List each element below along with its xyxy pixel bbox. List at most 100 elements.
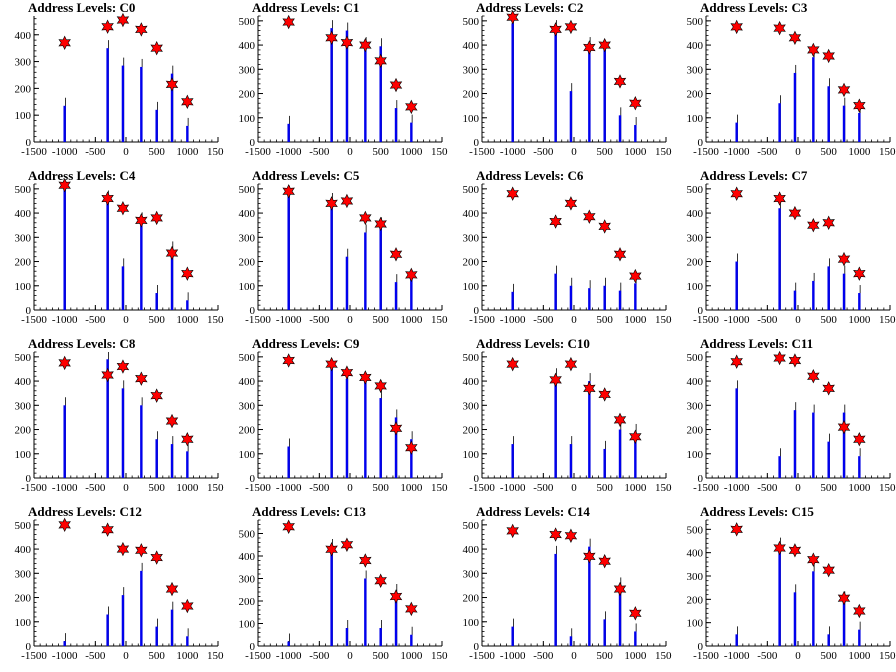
x-tick-label: 1000 [400, 650, 423, 662]
y-tick-label: 300 [239, 232, 256, 244]
x-tick-label: 500 [372, 146, 389, 158]
peak-marker [58, 355, 71, 371]
y-tick-label: 300 [15, 57, 32, 69]
peak-marker [549, 527, 562, 542]
x-tick-label: -1500 [693, 314, 719, 326]
peak-marker [282, 14, 295, 30]
x-tick-label: 500 [596, 650, 613, 662]
x-tick-label: -1500 [693, 482, 719, 494]
x-tick-label: 1000 [176, 482, 199, 494]
x-tick-label: 0 [123, 650, 129, 662]
histogram-bar [569, 444, 573, 478]
x-tick-label: -1000 [52, 146, 78, 158]
y-tick-label: 100 [239, 113, 256, 125]
peak-marker [613, 74, 627, 89]
chart-svg: 0 100 200 300 400 500 -1500 -1000 -500 0 500 1000 15… [239, 183, 448, 326]
histogram-bar [812, 412, 815, 478]
peak-marker [389, 589, 403, 604]
x-tick-label: 1500 [655, 314, 672, 326]
x-tick-label: 1000 [624, 314, 647, 326]
x-tick-label: 1000 [624, 482, 647, 494]
histogram-bar [364, 45, 367, 143]
y-tick-label: 300 [15, 568, 32, 580]
y-tick-label: 400 [687, 548, 704, 560]
y-tick-label: 100 [463, 281, 480, 293]
chart-svg: 0 100 200 300 400 500 -1500 -1000 -500 0 500 1000 15… [15, 351, 224, 494]
x-tick-label: -1000 [500, 650, 526, 662]
peak-marker [549, 214, 562, 229]
peak-marker [822, 48, 835, 64]
y-tick-label: 0 [26, 473, 32, 485]
x-tick-label: 0 [795, 650, 801, 662]
histogram-bar [511, 444, 514, 478]
x-tick-label: -1000 [276, 146, 302, 158]
histogram-bar [140, 570, 143, 646]
x-tick-label: 0 [347, 146, 353, 158]
histogram-bar [364, 232, 367, 310]
chart-svg: 0 100 200 300 400 500 -1500 -1000 -500 0 500 1000 15… [15, 517, 224, 662]
x-tick-label: 1000 [624, 650, 647, 662]
x-tick-label: -500 [85, 650, 106, 662]
y-tick-label: 300 [15, 400, 32, 412]
peak-marker [116, 201, 130, 216]
histogram-bar [186, 125, 189, 142]
histogram-bar [63, 188, 66, 310]
x-tick-label: 1000 [176, 146, 199, 158]
chart-panel-c7: Address Levels: C7 0 100 200 300 400 500 -1500-… [672, 168, 896, 336]
x-tick-label: 1000 [400, 314, 423, 326]
peak-marker [773, 20, 786, 36]
peak-marker [340, 35, 354, 50]
chart-panel-c13: Address Levels: C13 0 100 200 300 400 500 -1500… [224, 504, 449, 672]
peak-marker [325, 542, 338, 557]
peak-marker [598, 553, 611, 569]
histogram-bar [345, 378, 349, 478]
y-tick-label: 400 [239, 376, 256, 388]
peak-marker [788, 353, 802, 368]
y-tick-label: 400 [15, 30, 32, 42]
histogram-bar [842, 273, 846, 310]
histogram-bar [812, 571, 815, 646]
chart-panel-c1: Address Levels: C1 0 100 200 300 400 500 -1500-… [224, 0, 449, 168]
histogram-bar [394, 282, 398, 310]
histogram-bar [379, 628, 382, 646]
y-tick-label: 0 [474, 137, 480, 149]
peak-marker [613, 581, 627, 597]
chart-panel-c8: Address Levels: C8 0 100 200 300 400 500 -1500-… [0, 336, 225, 504]
chart-title: Address Levels: C14 [476, 504, 590, 519]
peak-marker [282, 519, 295, 534]
y-tick-label: 200 [15, 593, 32, 605]
histogram-bar [410, 278, 413, 310]
chart-svg: 0 100 200 300 400 500 -1500 -1000 -500 0 500 1000 15… [463, 183, 672, 326]
histogram-bar [842, 105, 846, 142]
peak-marker [101, 19, 114, 34]
peak-marker [730, 19, 743, 35]
chart-title: Address Levels: C8 [28, 336, 136, 351]
peak-marker [788, 543, 802, 558]
peak-marker [853, 603, 866, 619]
peak-marker [506, 356, 519, 372]
peak-marker [853, 98, 866, 113]
chart-svg: 0 100 200 300 400 500 -1500 -1000 -500 0 500 1000 15… [463, 519, 672, 662]
x-tick-label: 0 [347, 314, 353, 326]
peak-marker [549, 22, 562, 37]
peak-marker [101, 191, 114, 206]
peak-marker [629, 268, 642, 284]
y-tick-label: 500 [463, 16, 480, 28]
y-tick-label: 300 [463, 568, 480, 580]
y-tick-label: 100 [687, 281, 704, 293]
x-tick-label: 500 [820, 650, 837, 662]
x-tick-label: 0 [795, 314, 801, 326]
histogram-bar [364, 578, 367, 646]
chart-panel-c0: Address Levels: C0 0 100 200 300 400 -1500 -100… [0, 0, 225, 168]
y-tick-label: 200 [15, 257, 32, 269]
histogram-bar [170, 249, 174, 310]
histogram-bar [735, 634, 738, 646]
chart-svg: 0 100 200 300 400 500 -1500 -1000 -500 0 500 1000 15… [687, 15, 896, 158]
y-tick-label: 0 [250, 641, 256, 653]
y-tick-label: 400 [15, 208, 32, 220]
peak-marker [374, 573, 387, 588]
histogram-bar [345, 30, 349, 143]
chart-svg: 0 100 200 300 400 500 -1500 -1000 -500 0 500 1000 15… [687, 350, 896, 494]
y-tick-label: 400 [15, 544, 32, 556]
peak-marker [181, 266, 194, 281]
